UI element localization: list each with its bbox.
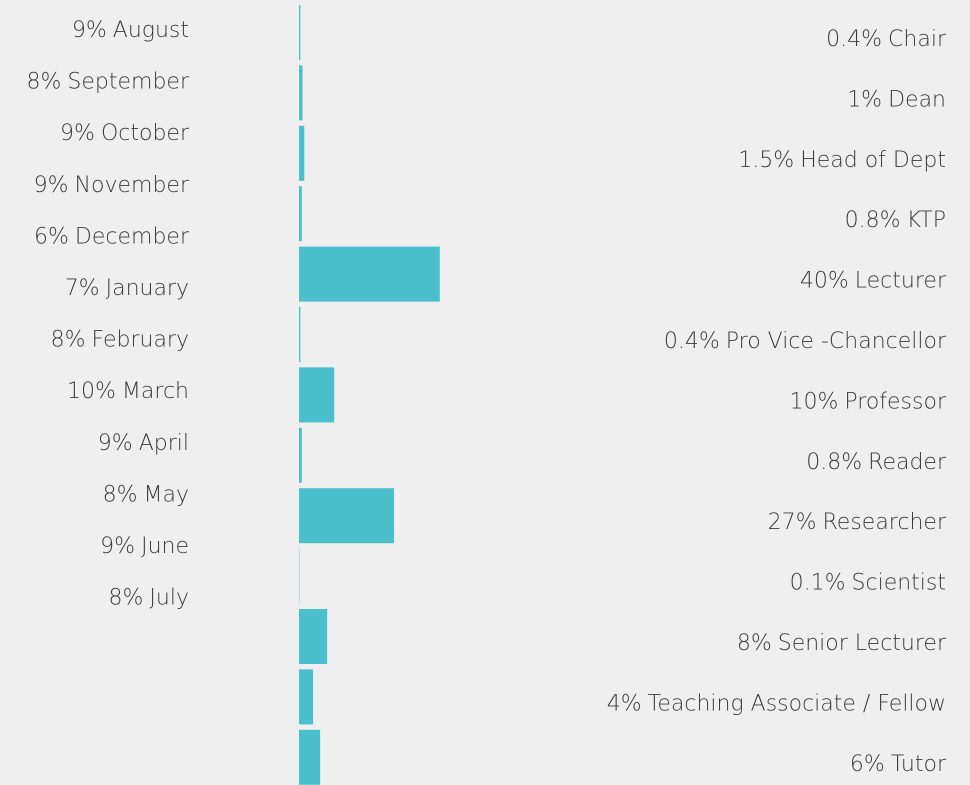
value-label: 8% xyxy=(26,70,61,95)
value-label: 4% xyxy=(607,691,642,716)
item-name: Tutor xyxy=(891,752,947,777)
value-label: 9% xyxy=(34,173,69,198)
role-label: 10% Professor xyxy=(789,389,946,414)
role-label: 27% Researcher xyxy=(768,510,947,535)
month-label: 8% September xyxy=(26,70,189,95)
role-label: 1% Dean xyxy=(847,87,946,112)
value-label: 1% xyxy=(847,87,882,112)
item-name: December xyxy=(75,224,190,249)
item-name: August xyxy=(113,18,189,43)
role-label: 0.8% KTP xyxy=(845,208,946,233)
value-label: 8% xyxy=(737,631,772,656)
role-bar xyxy=(299,488,395,544)
value-label: 0.4% xyxy=(826,27,882,52)
value-label: 0.8% xyxy=(806,450,862,475)
item-name: March xyxy=(122,379,189,404)
role-label: 0.1% Scientist xyxy=(790,571,946,596)
item-name: Chair xyxy=(888,27,947,52)
value-label: 9% xyxy=(72,18,107,43)
role-label: 8% Senior Lecturer xyxy=(737,631,947,656)
item-name: January xyxy=(106,276,189,301)
month-label: 8% February xyxy=(51,328,189,353)
value-label: 10% xyxy=(67,379,116,404)
item-name: KTP xyxy=(907,208,946,233)
role-bar xyxy=(299,65,303,121)
item-name: Researcher xyxy=(823,510,947,535)
item-name: Professor xyxy=(844,389,947,414)
value-label: 9% xyxy=(100,534,135,559)
role-label: 6% Tutor xyxy=(850,752,947,777)
role-bar xyxy=(299,186,302,242)
value-label: 8% xyxy=(51,328,86,353)
month-label: 8% May xyxy=(103,482,189,507)
item-name: November xyxy=(75,173,190,198)
item-name: Dean xyxy=(888,87,946,112)
role-bar xyxy=(299,307,301,362)
month-label: 8% July xyxy=(109,586,189,611)
month-label: 9% November xyxy=(34,173,190,198)
value-label: 0.4% xyxy=(664,329,720,354)
item-name: July xyxy=(149,586,189,611)
item-name: Reader xyxy=(868,450,947,475)
item-name: Senior Lecturer xyxy=(778,631,947,656)
value-label: 27% xyxy=(768,510,817,535)
item-name: October xyxy=(101,121,190,146)
item-name: Scientist xyxy=(852,571,946,596)
value-label: 6% xyxy=(850,752,885,777)
value-label: 8% xyxy=(103,482,138,507)
month-label: 9% April xyxy=(98,431,189,456)
value-label: 40% xyxy=(800,269,849,294)
month-label: 6% December xyxy=(34,224,190,249)
role-label: 0.4% Pro Vice -Chancellor xyxy=(664,329,947,354)
role-label: 1.5% Head of Dept xyxy=(738,148,946,173)
role-bar xyxy=(299,729,321,785)
value-label: 7% xyxy=(65,276,100,301)
item-name: February xyxy=(92,328,190,353)
role-bar xyxy=(299,609,328,664)
item-name: Pro Vice -Chancellor xyxy=(726,329,947,354)
value-label: 10% xyxy=(789,389,838,414)
value-label: 6% xyxy=(34,224,69,249)
value-label: 9% xyxy=(98,431,133,456)
value-label: 9% xyxy=(60,121,95,146)
role-bar xyxy=(299,246,440,302)
month-label: 7% January xyxy=(65,276,189,301)
role-bar xyxy=(299,669,314,725)
item-name: Teaching Associate / Fellow xyxy=(648,691,946,716)
value-label: 8% xyxy=(109,586,144,611)
role-label: 4% Teaching Associate / Fellow xyxy=(607,691,946,716)
item-name: April xyxy=(139,431,189,456)
month-label: 9% October xyxy=(60,121,190,146)
item-name: June xyxy=(141,534,189,559)
item-name: Lecturer xyxy=(855,269,947,294)
month-label: 10% March xyxy=(67,379,189,404)
role-bar xyxy=(299,367,335,423)
item-name: September xyxy=(67,70,190,95)
value-label: 0.1% xyxy=(790,571,846,596)
role-label: 0.4% Chair xyxy=(826,27,947,52)
role-label: 0.8% Reader xyxy=(806,450,947,475)
month-label: 9% June xyxy=(100,534,189,559)
role-bar xyxy=(299,125,305,181)
role-bar xyxy=(299,427,302,483)
role-label: 40% Lecturer xyxy=(800,269,947,294)
value-label: 0.8% xyxy=(845,208,901,233)
item-name: May xyxy=(144,482,189,507)
value-label: 1.5% xyxy=(738,148,794,173)
month-label: 9% August xyxy=(72,18,189,43)
role-bar xyxy=(299,5,301,60)
item-name: Head of Dept xyxy=(800,148,946,173)
